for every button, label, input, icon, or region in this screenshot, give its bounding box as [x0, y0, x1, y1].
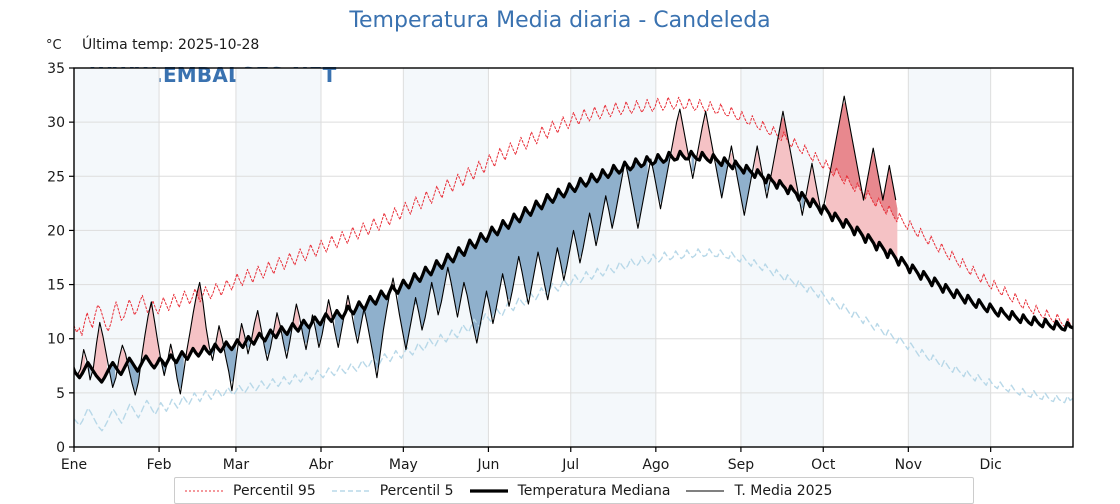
chart-axes-frame	[73, 67, 1074, 448]
y-axis-unit-label: °C	[46, 38, 62, 53]
legend-item[interactable]: T. Media 2025	[684, 483, 832, 499]
y-axis-tick-label: 25	[47, 169, 65, 185]
y-axis-tick-label: 35	[47, 61, 65, 77]
legend-swatch-icon	[686, 489, 725, 492]
month-background-bands	[74, 68, 991, 447]
legend-item[interactable]: Temperatura Mediana	[468, 482, 671, 499]
chart-series-lines	[74, 95, 1073, 432]
x-axis-tick-label: May	[389, 457, 418, 473]
page-title: Temperatura Media diaria - Candeleda	[349, 8, 771, 33]
x-axis-tick-label: Feb	[147, 457, 172, 473]
x-axis-tick-label: Abr	[309, 457, 333, 473]
legend-swatch-icon	[469, 488, 508, 493]
last-temperature-label: Última temp: 2025-10-28	[82, 37, 260, 53]
series-line-temperatura-mediana	[74, 149, 1073, 384]
y-axis-tick-label: 10	[47, 332, 65, 348]
y-axis-tick-label: 20	[47, 223, 65, 239]
x-axis-tick-label: Jul	[561, 457, 579, 473]
x-axis-tick-label: Oct	[811, 457, 836, 473]
x-axis-tick-label: Dic	[979, 457, 1001, 473]
legend-label: T. Media 2025	[734, 482, 833, 499]
y-axis-tick-label: 30	[47, 115, 65, 131]
y-axis: 0 5 10 15 20 25 30 35	[47, 61, 74, 456]
x-axis-tick-label: Jun	[476, 457, 499, 473]
series-line-percentil-5	[74, 248, 1073, 432]
legend-item[interactable]: Percentil 5	[330, 483, 454, 499]
legend-label: Temperatura Mediana	[517, 482, 671, 499]
legend-label: Percentil 5	[379, 482, 454, 499]
series-line-t-media-2025	[74, 95, 897, 396]
series-line-percentil-95	[74, 96, 1073, 336]
y-axis-tick-label: 15	[47, 278, 65, 294]
x-axis-tick-label: Ene	[61, 457, 87, 473]
x-axis-tick-label: Mar	[223, 457, 250, 473]
x-axis-tick-label: Sep	[728, 457, 755, 473]
x-axis: Ene Feb Mar Abr May Jun Jul Ago Sep Oct Nov Dic	[61, 447, 1002, 473]
legend-swatch-icon	[331, 489, 370, 492]
x-axis-tick-label: Ago	[642, 457, 669, 473]
y-axis-tick-label: 5	[56, 386, 65, 402]
y-axis-tick-label: 0	[56, 440, 65, 456]
legend-swatch-icon	[185, 490, 223, 491]
legend-item[interactable]: Percentil 95	[183, 483, 316, 499]
x-axis-tick-label: Nov	[895, 457, 922, 473]
legend-label: Percentil 95	[233, 482, 316, 499]
